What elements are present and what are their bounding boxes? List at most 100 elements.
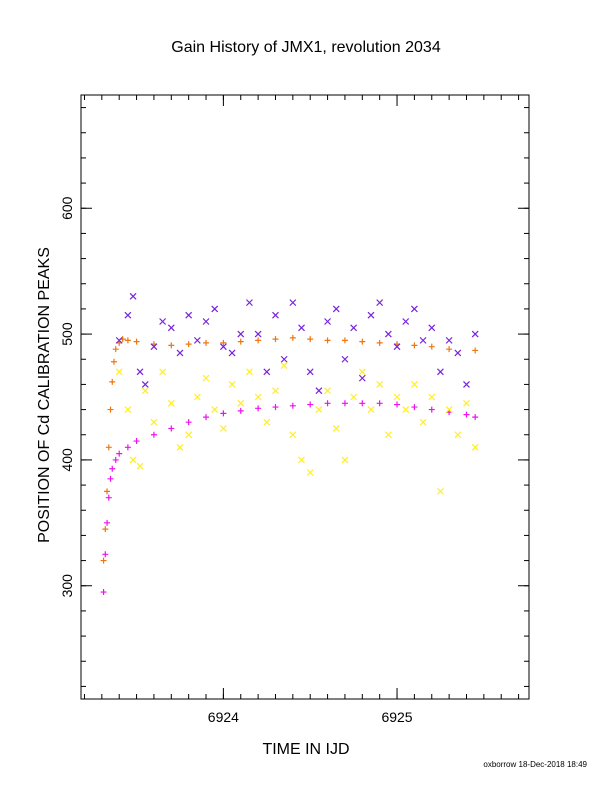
series-0 bbox=[100, 334, 479, 564]
data-point bbox=[402, 406, 410, 414]
y-tick-label: 400 bbox=[59, 448, 75, 472]
data-point bbox=[104, 519, 111, 526]
data-point bbox=[237, 330, 245, 338]
data-point bbox=[393, 343, 401, 351]
data-point bbox=[272, 336, 279, 343]
data-point bbox=[419, 418, 427, 426]
data-point bbox=[168, 342, 175, 349]
data-point bbox=[124, 444, 131, 451]
data-point bbox=[211, 305, 219, 313]
series-2 bbox=[115, 292, 479, 395]
data-point bbox=[228, 349, 236, 357]
data-point bbox=[104, 488, 111, 495]
data-point bbox=[324, 337, 331, 344]
tick-labels: 6924 6925 300 400 500 600 bbox=[59, 196, 413, 725]
data-point bbox=[129, 292, 137, 300]
data-point bbox=[298, 324, 305, 332]
data-point bbox=[341, 400, 348, 407]
y-tick-label: 300 bbox=[59, 574, 75, 598]
data-point bbox=[167, 399, 175, 407]
data-point bbox=[185, 311, 193, 319]
data-point bbox=[341, 355, 349, 363]
data-point bbox=[332, 305, 340, 313]
data-point bbox=[124, 337, 131, 344]
data-point bbox=[237, 407, 244, 414]
data-point bbox=[454, 349, 462, 357]
data-point bbox=[428, 324, 436, 332]
data-point bbox=[185, 419, 192, 426]
x-tick-label: 6925 bbox=[381, 709, 412, 725]
data-point bbox=[255, 405, 262, 412]
data-point bbox=[105, 444, 112, 451]
data-point bbox=[358, 374, 366, 382]
data-point bbox=[109, 378, 116, 385]
data-point bbox=[167, 324, 175, 332]
data-point bbox=[315, 387, 323, 395]
data-point bbox=[367, 311, 375, 319]
data-point bbox=[136, 462, 144, 470]
data-point bbox=[289, 299, 297, 307]
data-point bbox=[359, 338, 366, 345]
data-point bbox=[324, 387, 331, 395]
data-point bbox=[272, 404, 279, 411]
data-point bbox=[463, 380, 470, 388]
data-point bbox=[141, 380, 149, 388]
data-point bbox=[437, 368, 444, 376]
data-point bbox=[246, 299, 253, 307]
data-point bbox=[102, 551, 109, 558]
data-point bbox=[228, 380, 236, 388]
data-point bbox=[112, 456, 119, 463]
data-point bbox=[263, 418, 271, 426]
data-point bbox=[105, 494, 112, 501]
data-point bbox=[203, 414, 210, 421]
data-point bbox=[193, 393, 201, 401]
y-tick-label: 600 bbox=[59, 196, 75, 220]
data-point bbox=[350, 324, 358, 332]
data-point bbox=[109, 465, 116, 472]
data-point bbox=[289, 334, 296, 341]
data-point bbox=[115, 336, 123, 344]
data-point bbox=[150, 418, 158, 426]
data-point bbox=[193, 336, 201, 344]
data-point bbox=[463, 411, 470, 418]
data-point bbox=[472, 347, 479, 354]
data-point bbox=[159, 318, 167, 325]
data-point bbox=[150, 431, 157, 438]
data-point bbox=[100, 589, 107, 596]
data-point bbox=[254, 330, 262, 338]
data-point bbox=[112, 346, 119, 353]
y-tick-label: 500 bbox=[59, 322, 75, 346]
axis-ticks bbox=[81, 95, 529, 699]
data-point bbox=[324, 400, 331, 407]
data-point bbox=[246, 368, 253, 376]
data-point bbox=[263, 368, 271, 376]
data-point bbox=[202, 318, 210, 325]
data-point bbox=[437, 487, 444, 495]
data-point bbox=[185, 341, 192, 348]
data-point bbox=[115, 368, 123, 376]
data-point bbox=[124, 406, 132, 414]
data-point bbox=[384, 431, 392, 439]
data-point bbox=[445, 336, 453, 344]
data-point bbox=[410, 380, 418, 388]
series-1 bbox=[100, 400, 479, 596]
data-point bbox=[159, 368, 167, 376]
y-axis-label: POSITION OF Cd CALIBRATION PEAKS bbox=[36, 247, 53, 543]
data-point bbox=[219, 425, 227, 432]
data-point bbox=[272, 387, 279, 395]
data-point bbox=[136, 368, 144, 376]
data-point bbox=[133, 338, 140, 345]
data-point bbox=[324, 318, 331, 325]
data-point bbox=[384, 330, 392, 338]
data-point bbox=[150, 343, 158, 351]
data-point bbox=[446, 346, 453, 353]
data-point bbox=[454, 431, 462, 439]
data-point bbox=[116, 450, 123, 457]
x-tick-label: 6924 bbox=[208, 709, 239, 725]
data-point bbox=[376, 299, 384, 307]
data-point bbox=[402, 318, 410, 325]
data-point bbox=[185, 431, 193, 439]
data-point bbox=[141, 387, 149, 395]
data-point bbox=[110, 358, 117, 365]
